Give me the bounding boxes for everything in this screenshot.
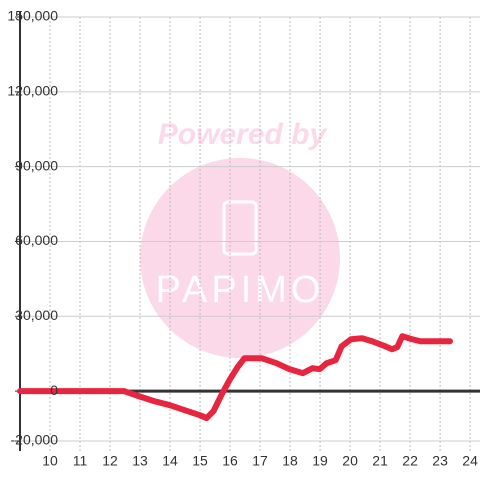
watermark-phone — [222, 200, 258, 256]
x-tick-label: 12 — [102, 453, 118, 469]
y-tick-label: 0 — [50, 382, 58, 398]
y-tick-label: 30,000 — [15, 307, 58, 323]
x-tick-label: 18 — [282, 453, 298, 469]
labels: 10 11 12 13 14 15 16 17 18 19 20 21 22 23 24 -20,000 0 30… — [7, 8, 478, 469]
watermark-circle — [140, 158, 340, 358]
x-tick-label: 11 — [73, 453, 88, 469]
x-tick-label: 23 — [432, 453, 448, 469]
x-tick-label: 10 — [42, 453, 58, 469]
x-tick-label: 24 — [462, 453, 478, 469]
watermark-text: Powered by — [158, 118, 328, 151]
x-tick-label: 21 — [372, 453, 388, 469]
series-line — [17, 333, 453, 422]
watermark: Powered by PAPIMO — [140, 118, 340, 358]
x-tick-label: 15 — [192, 453, 208, 469]
x-tick-label: 17 — [252, 453, 268, 469]
x-tick-label: 14 — [162, 453, 178, 469]
x-tick-label: 22 — [402, 453, 418, 469]
y-tick-label: 60,000 — [15, 232, 58, 248]
x-tick-label: 13 — [132, 453, 148, 469]
watermark-logo: PAPIMO — [156, 269, 325, 311]
x-tick-label: 19 — [312, 453, 328, 469]
y-tick-label: 150,000 — [7, 8, 58, 24]
x-tick-label: 16 — [222, 453, 238, 469]
lines — [17, 333, 453, 422]
y-tick-label: 120,000 — [7, 83, 58, 99]
x-tick-label: 20 — [342, 453, 358, 469]
y-tick-label: -20,000 — [11, 432, 59, 448]
y-tick-label: 90,000 — [15, 157, 58, 173]
